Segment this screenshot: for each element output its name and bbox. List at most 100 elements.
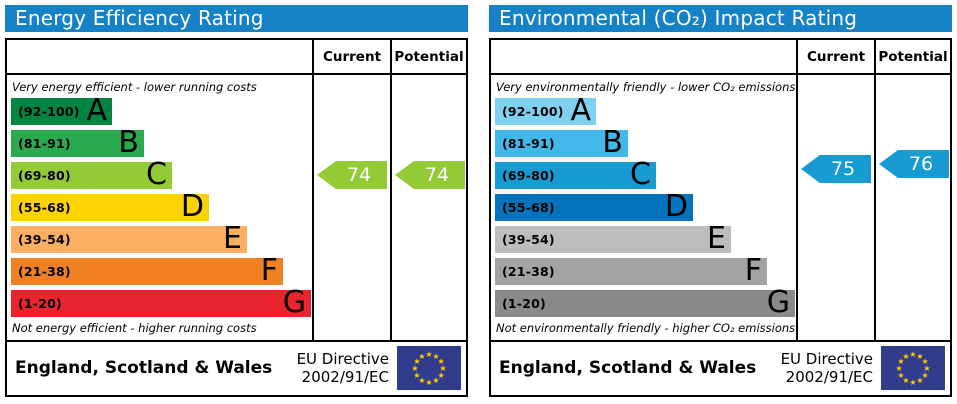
eu-directive-line2: 2002/91/EC <box>301 367 389 386</box>
potential-rating-arrow: 74 <box>395 161 465 189</box>
svg-text:★: ★ <box>413 370 420 379</box>
current-rating-cell: 75 <box>796 75 874 342</box>
top-scale-label: Very environmentally friendly - lower CO… <box>496 80 796 94</box>
band-range-label: (39-54) <box>502 232 555 247</box>
svg-text:★: ★ <box>411 363 418 372</box>
band-range-label: (21-38) <box>502 264 555 279</box>
current-rating-arrow: 74 <box>317 161 387 189</box>
energy-rating-table: Current Potential Very energy efficient … <box>5 38 468 397</box>
rating-band-c: (69-80) C <box>495 156 656 192</box>
svg-text:★: ★ <box>439 363 446 372</box>
svg-text:★: ★ <box>897 370 904 379</box>
potential-rating-cell: 74 <box>390 75 466 342</box>
band-range-label: (69-80) <box>18 168 71 183</box>
rating-bands: (92-100) A (81-91) B (69-80) C (55-68) D (39-54)… <box>495 92 796 320</box>
svg-text:★: ★ <box>438 356 445 365</box>
band-letter: F <box>744 252 762 288</box>
svg-text:★: ★ <box>418 351 425 360</box>
svg-text:★: ★ <box>902 351 909 360</box>
band-letter: F <box>260 252 278 288</box>
eu-flag-icon: ★ ★ ★ ★ ★ ★ ★ ★ ★ ★ ★ ★ <box>397 345 461 390</box>
band-letter: A <box>570 92 591 128</box>
current-rating-cell: 74 <box>312 75 390 342</box>
svg-text:★: ★ <box>902 375 909 384</box>
table-footer: England, Scotland & Wales EU Directive 2… <box>7 342 466 393</box>
rating-band-f: (21-38) F <box>495 252 767 288</box>
band-letter: D <box>180 188 204 224</box>
region-label: England, Scotland & Wales <box>15 357 273 378</box>
eu-directive-label: EU Directive 2002/91/EC <box>781 350 873 386</box>
current-column-header: Current <box>312 40 390 75</box>
svg-text:★: ★ <box>923 363 930 372</box>
rating-band-e: (39-54) E <box>11 220 247 256</box>
potential-column-header: Potential <box>874 40 950 75</box>
band-range-label: (55-68) <box>18 200 71 215</box>
rating-band-g: (1-20) G <box>11 284 311 320</box>
rating-band-a: (92-100) A <box>495 92 596 128</box>
svg-text:★: ★ <box>897 356 904 365</box>
svg-text:★: ★ <box>413 356 420 365</box>
band-range-label: (92-100) <box>502 104 564 119</box>
table-corner-cell <box>7 40 312 75</box>
environmental-rating-table: Current Potential Very environmentally f… <box>489 38 952 397</box>
potential-column-header: Potential <box>390 40 466 75</box>
band-letter: C <box>630 156 651 192</box>
svg-text:★: ★ <box>909 377 916 386</box>
rating-bands: (92-100) A (81-91) B (69-80) C (55-68) D (39-54)… <box>11 92 312 320</box>
rating-band-b: (81-91) B <box>495 124 628 160</box>
band-letter: C <box>146 156 167 192</box>
band-letter: G <box>766 284 790 320</box>
rating-band-a: (92-100) A <box>11 92 112 128</box>
rating-band-d: (55-68) D <box>11 188 209 224</box>
band-range-label: (21-38) <box>18 264 71 279</box>
band-range-label: (39-54) <box>18 232 71 247</box>
svg-text:★: ★ <box>425 349 432 358</box>
band-range-label: (81-91) <box>502 136 555 151</box>
rating-band-g: (1-20) G <box>495 284 795 320</box>
band-range-label: (69-80) <box>502 168 555 183</box>
panel-title: Environmental (CO₂) Impact Rating <box>499 6 858 30</box>
band-range-label: (1-20) <box>18 296 62 311</box>
rating-scale-area: Very environmentally friendly - lower CO… <box>491 75 796 342</box>
table-footer: England, Scotland & Wales EU Directive 2… <box>491 342 950 393</box>
band-letter: D <box>664 188 688 224</box>
band-range-label: (81-91) <box>18 136 71 151</box>
svg-text:★: ★ <box>922 356 929 365</box>
eu-directive-line2: 2002/91/EC <box>785 367 873 386</box>
potential-rating-cell: 76 <box>874 75 950 342</box>
svg-text:★: ★ <box>895 363 902 372</box>
svg-text:★: ★ <box>425 377 432 386</box>
eu-directive-line1: EU Directive <box>296 349 389 368</box>
eu-flag-icon: ★ ★ ★ ★ ★ ★ ★ ★ ★ ★ ★ ★ <box>881 345 945 390</box>
band-letter: E <box>707 220 726 256</box>
region-label: England, Scotland & Wales <box>499 357 757 378</box>
bottom-scale-label: Not energy efficient - higher running co… <box>12 321 257 335</box>
rating-band-e: (39-54) E <box>495 220 731 256</box>
svg-text:★: ★ <box>922 370 929 379</box>
band-range-label: (1-20) <box>502 296 546 311</box>
eu-directive-line1: EU Directive <box>780 349 873 368</box>
current-rating-arrow: 75 <box>801 155 871 183</box>
environmental-impact-panel: Environmental (CO₂) Impact Rating Curren… <box>489 5 952 397</box>
band-range-label: (55-68) <box>502 200 555 215</box>
band-letter: B <box>602 124 623 160</box>
potential-rating-arrow: 76 <box>879 150 949 178</box>
rating-band-f: (21-38) F <box>11 252 283 288</box>
rating-band-c: (69-80) C <box>11 156 172 192</box>
band-letter: E <box>223 220 242 256</box>
band-letter: A <box>86 92 107 128</box>
environmental-title-bar: Environmental (CO₂) Impact Rating <box>489 5 952 32</box>
rating-scale-area: Very energy efficient - lower running co… <box>7 75 312 342</box>
band-letter: G <box>282 284 306 320</box>
svg-text:★: ★ <box>916 375 923 384</box>
top-scale-label: Very energy efficient - lower running co… <box>12 80 257 94</box>
rating-band-b: (81-91) B <box>11 127 144 157</box>
energy-title-bar: Energy Efficiency Rating <box>5 5 468 32</box>
svg-text:★: ★ <box>418 375 425 384</box>
svg-text:★: ★ <box>916 351 923 360</box>
panel-title: Energy Efficiency Rating <box>15 6 264 30</box>
svg-text:★: ★ <box>432 375 439 384</box>
current-column-header: Current <box>796 40 874 75</box>
band-range-label: (92-100) <box>18 104 80 119</box>
